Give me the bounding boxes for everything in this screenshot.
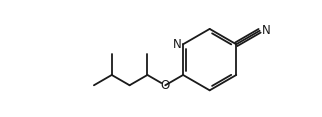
Text: N: N xyxy=(173,38,182,51)
Text: N: N xyxy=(262,24,271,37)
Text: O: O xyxy=(161,79,170,92)
